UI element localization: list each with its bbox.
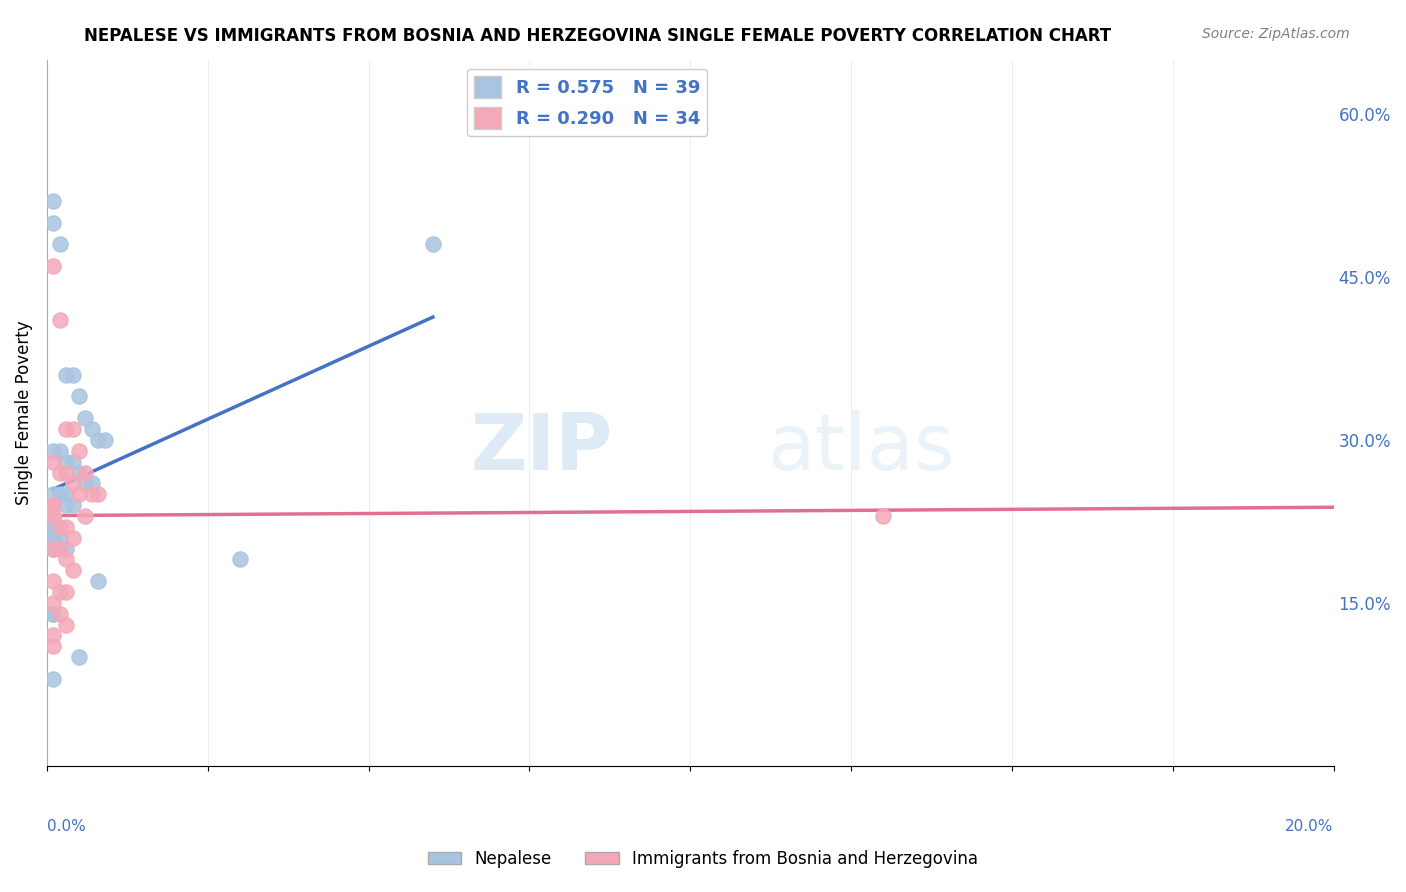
Point xyxy=(55,552,77,566)
Point xyxy=(62,498,84,512)
Point xyxy=(67,443,90,458)
Point xyxy=(55,487,77,501)
Point xyxy=(87,574,110,589)
Point xyxy=(49,487,72,501)
Point xyxy=(75,411,97,425)
Point xyxy=(49,237,72,252)
Point xyxy=(49,531,72,545)
Point xyxy=(42,487,65,501)
Point xyxy=(62,476,84,491)
Point xyxy=(55,520,77,534)
Point xyxy=(42,455,65,469)
Point xyxy=(80,422,103,436)
Point xyxy=(49,313,72,327)
Point xyxy=(229,552,252,566)
Text: NEPALESE VS IMMIGRANTS FROM BOSNIA AND HERZEGOVINA SINGLE FEMALE POVERTY CORRELA: NEPALESE VS IMMIGRANTS FROM BOSNIA AND H… xyxy=(84,27,1112,45)
Point xyxy=(42,628,65,642)
Point xyxy=(42,520,65,534)
Point xyxy=(49,520,72,534)
Point xyxy=(42,508,65,523)
Point xyxy=(49,443,72,458)
Point xyxy=(75,466,97,480)
Point xyxy=(42,498,65,512)
Point xyxy=(42,541,65,556)
Point xyxy=(42,508,65,523)
Point xyxy=(49,541,72,556)
Y-axis label: Single Female Poverty: Single Female Poverty xyxy=(15,320,32,505)
Text: Source: ZipAtlas.com: Source: ZipAtlas.com xyxy=(1202,27,1350,41)
Point xyxy=(55,617,77,632)
Point xyxy=(62,422,84,436)
Point xyxy=(49,466,72,480)
Point xyxy=(55,541,77,556)
Point xyxy=(62,368,84,382)
Point xyxy=(42,216,65,230)
Point xyxy=(872,508,894,523)
Point xyxy=(42,508,65,523)
Point xyxy=(75,476,97,491)
Point xyxy=(42,194,65,208)
Point xyxy=(42,607,65,621)
Point xyxy=(80,487,103,501)
Point xyxy=(67,466,90,480)
Point xyxy=(55,455,77,469)
Legend: Nepalese, Immigrants from Bosnia and Herzegovina: Nepalese, Immigrants from Bosnia and Her… xyxy=(422,844,984,875)
Point xyxy=(42,574,65,589)
Point xyxy=(42,607,65,621)
Point xyxy=(42,531,65,545)
Point xyxy=(94,433,117,447)
Point xyxy=(80,476,103,491)
Text: ZIP: ZIP xyxy=(471,410,613,486)
Text: 0.0%: 0.0% xyxy=(46,819,86,834)
Legend: R = 0.575   N = 39, R = 0.290   N = 34: R = 0.575 N = 39, R = 0.290 N = 34 xyxy=(467,69,707,136)
Point xyxy=(49,607,72,621)
Point xyxy=(67,389,90,403)
Point xyxy=(42,443,65,458)
Point xyxy=(62,455,84,469)
Point xyxy=(55,368,77,382)
Point xyxy=(49,585,72,599)
Point xyxy=(42,508,65,523)
Point xyxy=(42,531,65,545)
Point xyxy=(49,541,72,556)
Point xyxy=(62,563,84,577)
Point xyxy=(87,433,110,447)
Point xyxy=(87,487,110,501)
Point xyxy=(42,672,65,686)
Point xyxy=(55,422,77,436)
Point xyxy=(75,508,97,523)
Point xyxy=(67,487,90,501)
Point xyxy=(42,596,65,610)
Point xyxy=(62,531,84,545)
Point xyxy=(42,259,65,273)
Point xyxy=(42,640,65,654)
Point xyxy=(55,585,77,599)
Point xyxy=(55,498,77,512)
Point xyxy=(422,237,444,252)
Text: atlas: atlas xyxy=(768,410,955,486)
Text: 20.0%: 20.0% xyxy=(1285,819,1334,834)
Point xyxy=(55,466,77,480)
Point xyxy=(67,650,90,665)
Point xyxy=(42,541,65,556)
Point xyxy=(42,520,65,534)
Point xyxy=(42,498,65,512)
